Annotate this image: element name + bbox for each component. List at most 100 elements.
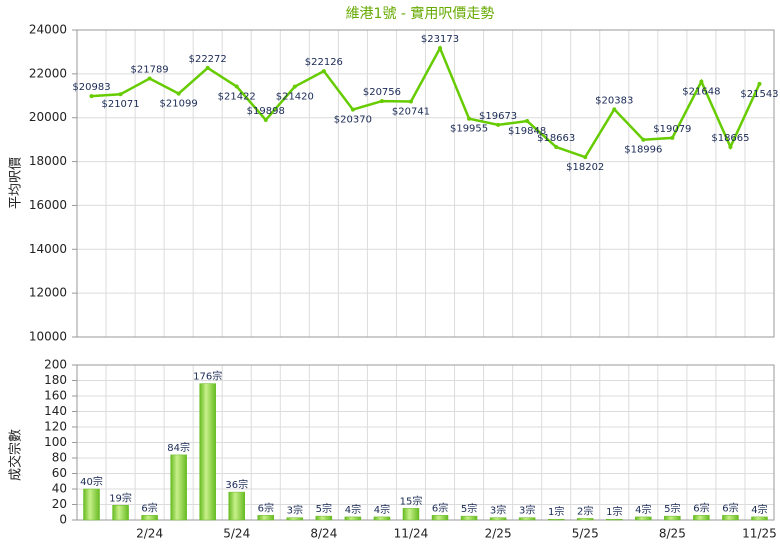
- data-label: $19079: [653, 124, 691, 135]
- data-label: $19898: [247, 106, 285, 117]
- bar: [315, 515, 333, 521]
- data-label: $21420: [276, 92, 314, 103]
- y-tick-label: 200: [44, 358, 67, 372]
- y-tick-label: 24000: [29, 23, 67, 37]
- bar: [373, 516, 391, 521]
- y-tick-label: 160: [44, 389, 67, 403]
- bar: [199, 383, 216, 521]
- data-label: $21422: [218, 92, 256, 103]
- x-tick-label: 8/24: [310, 527, 337, 541]
- point: [234, 84, 239, 89]
- x-tick-label: 5/25: [572, 527, 599, 541]
- point: [612, 107, 617, 112]
- data-label: $21099: [160, 99, 198, 110]
- data-label: $21543: [740, 89, 778, 100]
- bar: [722, 515, 739, 521]
- data-label: $19955: [450, 124, 488, 135]
- bar: [751, 516, 768, 521]
- bar: [83, 488, 100, 521]
- y-tick-label: 12000: [29, 286, 67, 300]
- data-label: 2宗: [577, 504, 593, 517]
- point: [641, 137, 646, 142]
- data-label: 6宗: [693, 501, 709, 514]
- data-label: 6宗: [722, 501, 738, 514]
- point: [438, 46, 443, 51]
- data-label: $20383: [595, 95, 633, 106]
- y-tick-label: 22000: [29, 66, 67, 80]
- point: [205, 65, 210, 70]
- y-tick-label: 180: [44, 373, 67, 387]
- point: [525, 119, 530, 124]
- data-label: 19宗: [109, 491, 132, 504]
- y-tick-label: 10000: [29, 330, 67, 344]
- data-label: 4宗: [374, 503, 390, 516]
- y-tick-label: 60: [52, 466, 67, 480]
- data-label: $23173: [421, 34, 459, 45]
- point: [757, 81, 762, 86]
- x-tick-label: 2/25: [485, 527, 512, 541]
- bar: [402, 508, 420, 521]
- point: [176, 91, 181, 96]
- y-tick-label: 20000: [29, 110, 67, 124]
- y-tick-label: 0: [59, 513, 67, 527]
- point: [554, 145, 559, 150]
- data-label: 3宗: [287, 504, 303, 517]
- point: [699, 79, 704, 84]
- data-label: $20983: [72, 82, 110, 93]
- data-label: 1宗: [548, 505, 564, 518]
- y-tick-label: 140: [44, 404, 67, 418]
- x-tick-label: 11/25: [742, 527, 777, 541]
- y-tick-label: 40: [52, 482, 67, 496]
- data-label: 36宗: [225, 478, 248, 491]
- data-label: $22126: [305, 57, 343, 68]
- data-label: 6宗: [141, 501, 157, 514]
- line: [91, 45, 761, 159]
- point: [496, 122, 501, 127]
- data-label: $19673: [479, 111, 517, 122]
- data-label: 4宗: [635, 503, 651, 516]
- data-label: $18996: [624, 145, 662, 156]
- data-label: $21071: [101, 99, 139, 110]
- data-label: 4宗: [345, 503, 361, 516]
- x-tick-label: 5/24: [223, 527, 250, 541]
- point: [263, 117, 268, 122]
- data-label: 15宗: [400, 494, 423, 507]
- point: [321, 69, 326, 74]
- bar: [257, 515, 275, 521]
- plot-frame: [76, 364, 775, 521]
- x-tick-label: 2/24: [136, 527, 163, 541]
- data-label: 3宗: [490, 504, 506, 517]
- data-label: 176宗: [193, 370, 222, 383]
- bar: [170, 454, 187, 521]
- y-tick-label: 14000: [29, 242, 67, 256]
- data-label: 1宗: [606, 505, 622, 518]
- bar: [228, 491, 245, 521]
- data-label: 3宗: [519, 504, 535, 517]
- bar: [286, 517, 304, 521]
- data-label: 6宗: [432, 501, 448, 514]
- data-label: $19848: [508, 126, 546, 137]
- point: [379, 99, 384, 104]
- x-tick-label: 11/24: [394, 527, 429, 541]
- point: [118, 92, 123, 97]
- data-label: 4宗: [751, 503, 767, 516]
- bar: [547, 518, 565, 521]
- y-tick-label: 100: [44, 435, 67, 449]
- y-axis-label: 成交宗數: [8, 429, 24, 481]
- y-tick-label: 16000: [29, 198, 67, 212]
- bar: [518, 517, 536, 521]
- data-label: $21648: [682, 87, 720, 98]
- data-label: $21789: [131, 64, 169, 75]
- data-label: $20370: [334, 115, 372, 126]
- bar: [460, 515, 478, 521]
- point: [728, 144, 733, 149]
- bar: [489, 517, 507, 521]
- data-label: 84宗: [167, 441, 190, 454]
- y-tick-label: 80: [52, 451, 67, 465]
- bar: [344, 516, 362, 521]
- bar: [606, 518, 623, 521]
- point: [583, 155, 588, 160]
- point: [350, 107, 355, 112]
- point: [408, 99, 413, 104]
